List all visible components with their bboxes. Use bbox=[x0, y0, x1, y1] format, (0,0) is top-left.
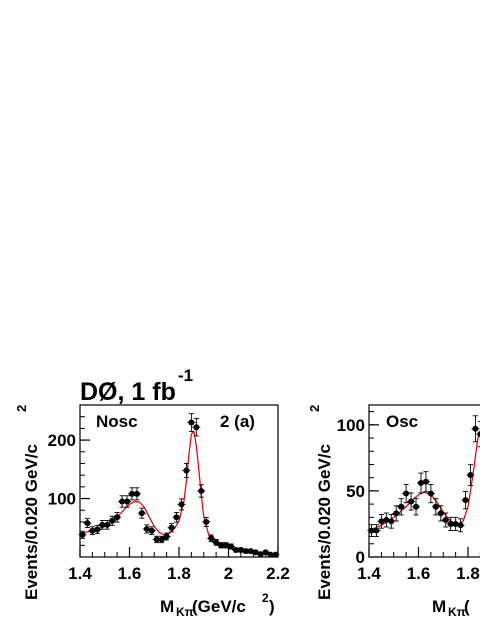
panel-a-data-point bbox=[108, 515, 117, 526]
panel-a-y-axis-title: Events/0.020 GeV/c bbox=[22, 444, 41, 600]
panel-b-data-point bbox=[407, 492, 416, 511]
experiment-header-superscript: -1 bbox=[178, 366, 193, 385]
panel-a-data-point bbox=[157, 535, 166, 544]
panel-a-data-point bbox=[226, 543, 235, 550]
panel-a-data-point bbox=[162, 532, 171, 541]
panel-b-y-axis-title-superscript: 2 bbox=[307, 405, 322, 412]
panel-b-data-point bbox=[441, 512, 450, 528]
panel-b-data-point bbox=[377, 513, 386, 529]
panel-b-data-point bbox=[402, 483, 411, 504]
panel-a-data-point bbox=[177, 498, 186, 511]
panel-b-data-point bbox=[392, 505, 401, 522]
panel-b-x-axis-title-unit: ( bbox=[464, 597, 470, 616]
panel-a-data-point bbox=[93, 525, 102, 534]
panel-b-plot: 1.4 1.6 1.8 0 50 100 bbox=[337, 404, 480, 583]
panel-b-data-point bbox=[397, 498, 406, 516]
panel-a-x-tick-label: 2.2 bbox=[266, 564, 290, 583]
panel-a-data-point bbox=[182, 462, 191, 479]
panel-a-tag: 2 (a) bbox=[220, 412, 255, 431]
panel-a-x-tick-label: 1.4 bbox=[68, 564, 92, 583]
panel-b-data-point bbox=[466, 464, 475, 486]
experiment-header: DØ, 1 fb bbox=[80, 378, 176, 406]
panel-b-data-point bbox=[476, 420, 480, 448]
panel-a-data-point bbox=[103, 520, 112, 530]
panel-b-data-point bbox=[461, 491, 470, 510]
panel-a-data-point bbox=[217, 542, 226, 549]
panel-b-data-point bbox=[436, 505, 445, 522]
panel-a-data-point bbox=[78, 530, 87, 539]
panel-b-data-point bbox=[372, 524, 381, 537]
panel-a-data-point bbox=[147, 526, 156, 536]
panel-a-data-point bbox=[172, 511, 181, 523]
panel-a-data-point bbox=[113, 511, 122, 523]
panel-b-y-tick-label: 50 bbox=[346, 482, 365, 501]
panel-b-fit-curve bbox=[368, 430, 480, 532]
panel-b-y-tick-label: 100 bbox=[337, 416, 365, 435]
panel-a-label: Nosc bbox=[96, 412, 138, 431]
panel-a-x-tick-label: 2 bbox=[224, 564, 233, 583]
panel-b-x-axis-title: M bbox=[432, 597, 446, 616]
panel-a-x-axis-title-subscript: Kπ bbox=[176, 605, 194, 619]
panel-a-x-axis-title-unit-superscript: 2 bbox=[262, 591, 269, 605]
panel-a-x-tick-label: 1.8 bbox=[167, 564, 191, 583]
panel-a-plot: 1.4 1.6 1.8 2 2.2 100 200 bbox=[48, 404, 290, 583]
panel-b-y-axis-title: Events/0.020 GeV/c bbox=[315, 444, 334, 600]
panel-b-data-point bbox=[426, 483, 435, 504]
panel-a-x-axis-title: M bbox=[160, 597, 174, 616]
panel-a-data-point bbox=[132, 487, 141, 501]
panel-b-x-tick-label: 1.6 bbox=[407, 564, 431, 583]
panel-a-y-tick-label: 200 bbox=[48, 431, 76, 450]
panel-b-data-point bbox=[456, 518, 465, 533]
panel-a-data-point bbox=[197, 484, 206, 498]
panel-a-data-point bbox=[207, 534, 216, 543]
panel-a-y-tick-label: 100 bbox=[48, 490, 76, 509]
panel-a-data-point bbox=[123, 495, 132, 508]
panel-a-data-point bbox=[83, 518, 92, 528]
panel-b-data-point bbox=[446, 516, 455, 532]
panel-a-x-axis-title-unit: (GeV/c bbox=[192, 597, 246, 616]
panel-b-label: Osc bbox=[386, 412, 418, 431]
panel-b-x-tick-label: 1.8 bbox=[456, 564, 480, 583]
panel-a-data-point bbox=[127, 487, 136, 501]
panel-a-x-axis-title-close: ) bbox=[269, 597, 275, 616]
panel-a-data-point bbox=[271, 551, 280, 558]
panel-b-data-point bbox=[416, 472, 425, 494]
panel-b-x-axis-title-subscript: Kπ bbox=[448, 605, 466, 619]
panel-b-data-point bbox=[431, 498, 440, 516]
panel-a-data-point bbox=[202, 516, 211, 527]
panel-a-y-axis-title-superscript: 2 bbox=[14, 405, 29, 412]
panel-b-x-tick-label: 1.4 bbox=[357, 564, 381, 583]
panel-a-data-point bbox=[167, 523, 176, 533]
panel-a-fit-curve bbox=[79, 430, 279, 555]
panel-b-y-tick-label: 0 bbox=[356, 548, 365, 567]
panel-a-data-point bbox=[261, 549, 270, 556]
panel-a-data-point bbox=[187, 413, 196, 432]
panel-b-data-point bbox=[471, 415, 480, 443]
panel-b-data-point bbox=[412, 498, 421, 516]
panel-a-x-tick-label: 1.6 bbox=[118, 564, 142, 583]
panel-a-data-point bbox=[137, 507, 146, 519]
panel-a-data-point bbox=[246, 548, 255, 555]
panel-a-data-point bbox=[192, 418, 201, 437]
panel-b-data-point bbox=[421, 471, 430, 493]
panel-a-data-point bbox=[266, 551, 275, 558]
